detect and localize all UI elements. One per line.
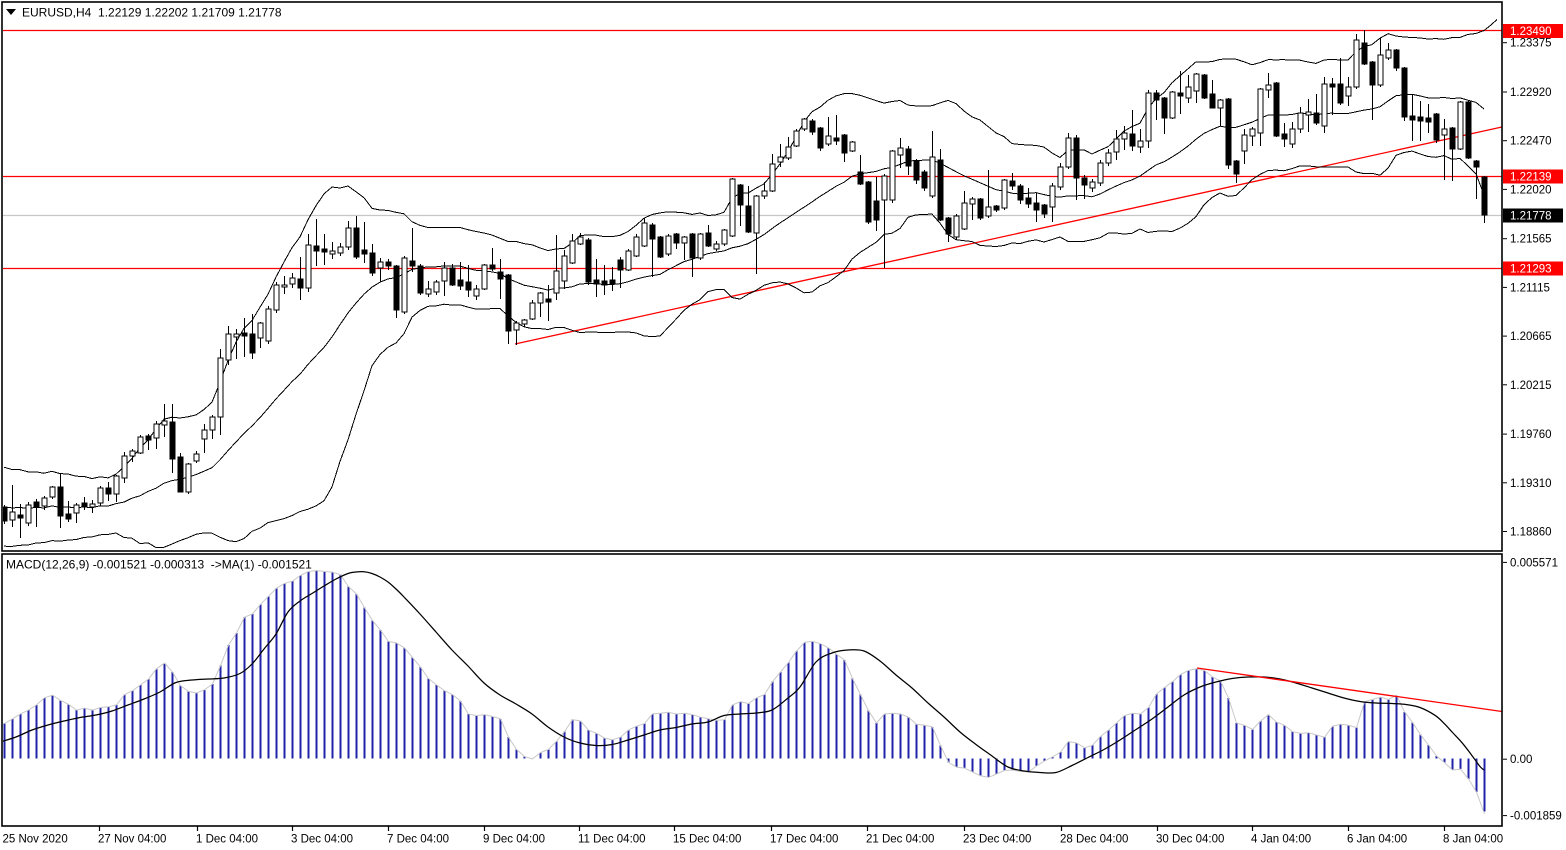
svg-text:1.20215: 1.20215 (1510, 380, 1552, 392)
svg-text:30 Dec 04:00: 30 Dec 04:00 (1156, 834, 1224, 846)
svg-text:1.21293: 1.21293 (1510, 264, 1552, 276)
svg-text:7 Dec 04:00: 7 Dec 04:00 (387, 834, 449, 846)
svg-text:1.21778: 1.21778 (1510, 211, 1552, 223)
svg-text:8 Jan 04:00: 8 Jan 04:00 (1443, 834, 1503, 846)
svg-text:1.18860: 1.18860 (1510, 527, 1552, 539)
svg-text:1.23490: 1.23490 (1510, 26, 1552, 38)
svg-text:1.23375: 1.23375 (1510, 38, 1552, 50)
svg-text:4 Jan 04:00: 4 Jan 04:00 (1251, 834, 1311, 846)
svg-text:MACD(12,26,9) -0.001521 -0.000: MACD(12,26,9) -0.001521 -0.000313 ->MA(1… (6, 558, 312, 572)
svg-text:1.22470: 1.22470 (1510, 136, 1552, 148)
svg-text:28 Dec 04:00: 28 Dec 04:00 (1060, 834, 1128, 846)
svg-text:1 Dec 04:00: 1 Dec 04:00 (196, 834, 258, 846)
svg-text:1.21565: 1.21565 (1510, 234, 1552, 246)
svg-text:-0.001859: -0.001859 (1510, 811, 1562, 823)
svg-text:25 Nov 2020: 25 Nov 2020 (3, 834, 68, 846)
svg-text:1.20665: 1.20665 (1510, 331, 1552, 343)
svg-text:1.19760: 1.19760 (1510, 429, 1552, 441)
svg-text:11 Dec 04:00: 11 Dec 04:00 (578, 834, 646, 846)
svg-text:1.22920: 1.22920 (1510, 87, 1552, 99)
svg-text:1.19310: 1.19310 (1510, 478, 1552, 490)
svg-text:27 Nov 04:00: 27 Nov 04:00 (98, 834, 166, 846)
svg-text:1.22020: 1.22020 (1510, 184, 1552, 196)
svg-text:EURUSD,H4 1.22129 1.22202 1.2: EURUSD,H4 1.22129 1.22202 1.21709 1.2177… (22, 6, 282, 20)
svg-text:0.00: 0.00 (1510, 754, 1532, 766)
svg-text:3 Dec 04:00: 3 Dec 04:00 (291, 834, 353, 846)
svg-text:17 Dec 04:00: 17 Dec 04:00 (770, 834, 838, 846)
svg-text:9 Dec 04:00: 9 Dec 04:00 (483, 834, 545, 846)
svg-text:23 Dec 04:00: 23 Dec 04:00 (963, 834, 1031, 846)
svg-text:15 Dec 04:00: 15 Dec 04:00 (673, 834, 741, 846)
svg-text:1.21115: 1.21115 (1510, 282, 1550, 294)
svg-text:21 Dec 04:00: 21 Dec 04:00 (866, 834, 934, 846)
svg-text:1.22139: 1.22139 (1510, 172, 1552, 184)
svg-text:0.005571: 0.005571 (1510, 557, 1558, 569)
svg-text:6 Jan 04:00: 6 Jan 04:00 (1347, 834, 1407, 846)
